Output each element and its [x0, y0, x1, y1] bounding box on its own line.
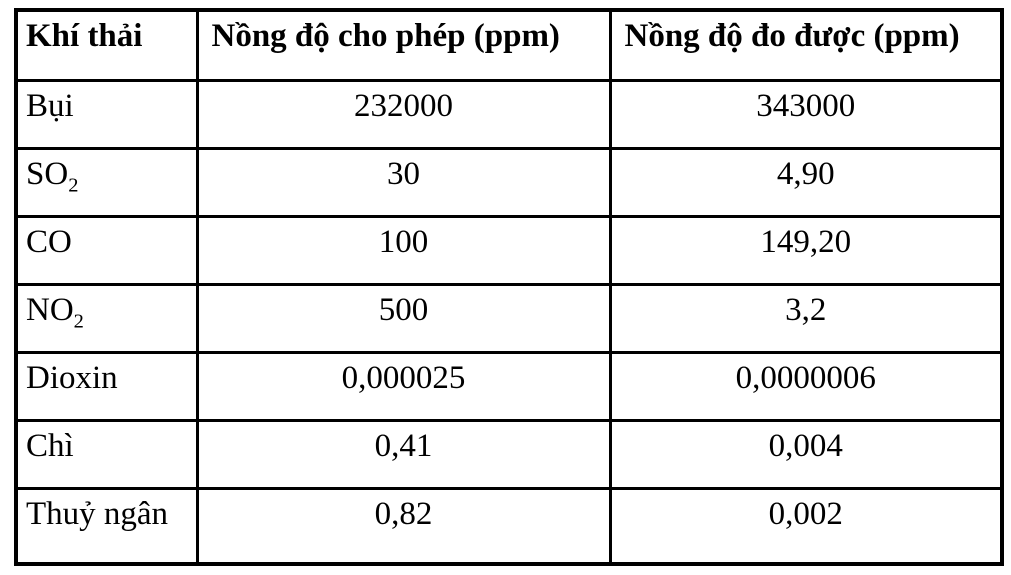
cell-allowed: 232000 [195, 78, 612, 150]
cell-allowed: 100 [195, 214, 612, 286]
gas-subscript: 2 [68, 174, 79, 197]
gas-label: CO [26, 223, 72, 260]
cell-measured: 343000 [608, 78, 1004, 150]
table-row: SO2 30 4,90 [14, 146, 1004, 218]
gas-label: Bụi [26, 87, 74, 124]
gas-label: NO [26, 291, 74, 328]
gas-subscript: 2 [73, 310, 84, 333]
cell-allowed: 0,41 [195, 418, 612, 490]
cell-gas: Thuỷ ngân [14, 486, 199, 566]
header-allowed-concentration: Nồng độ cho phép (ppm) [195, 8, 612, 82]
table-row: Bụi 232000 343000 [14, 78, 1004, 150]
cell-measured: 149,20 [608, 214, 1004, 286]
cell-gas: SO2 [14, 146, 199, 218]
cell-measured: 0,002 [608, 486, 1004, 566]
cell-allowed: 0,82 [195, 486, 612, 566]
header-gas: Khí thải [14, 8, 199, 82]
table-row: NO2 500 3,2 [14, 282, 1004, 354]
table-row: CO 100 149,20 [14, 214, 1004, 286]
gas-label: SO [26, 155, 69, 192]
cell-gas: NO2 [14, 282, 199, 354]
cell-allowed: 0,000025 [195, 350, 612, 422]
cell-measured: 0,004 [608, 418, 1004, 490]
table-row: Dioxin 0,000025 0,0000006 [14, 350, 1004, 422]
header-measured-concentration: Nồng độ đo được (ppm) [608, 8, 1004, 82]
emissions-table: Khí thải Nồng độ cho phép (ppm) Nồng độ … [14, 8, 1004, 566]
cell-gas: Bụi [14, 78, 199, 150]
cell-gas: Chì [14, 418, 199, 490]
table-row: Chì 0,41 0,004 [14, 418, 1004, 490]
table-row: Thuỷ ngân 0,82 0,002 [14, 486, 1004, 566]
cell-gas: CO [14, 214, 199, 286]
table-body: Bụi 232000 343000 SO2 30 4,90 CO 100 149… [14, 78, 1004, 566]
table-header: Khí thải Nồng độ cho phép (ppm) Nồng độ … [14, 8, 1004, 82]
cell-measured: 0,0000006 [608, 350, 1004, 422]
gas-label: Dioxin [26, 359, 118, 396]
cell-gas: Dioxin [14, 350, 199, 422]
gas-label: Chì [26, 427, 74, 464]
cell-measured: 4,90 [608, 146, 1004, 218]
cell-measured: 3,2 [608, 282, 1004, 354]
cell-allowed: 500 [195, 282, 612, 354]
cell-allowed: 30 [195, 146, 612, 218]
header-row: Khí thải Nồng độ cho phép (ppm) Nồng độ … [14, 8, 1004, 82]
gas-label: Thuỷ ngân [26, 495, 169, 532]
